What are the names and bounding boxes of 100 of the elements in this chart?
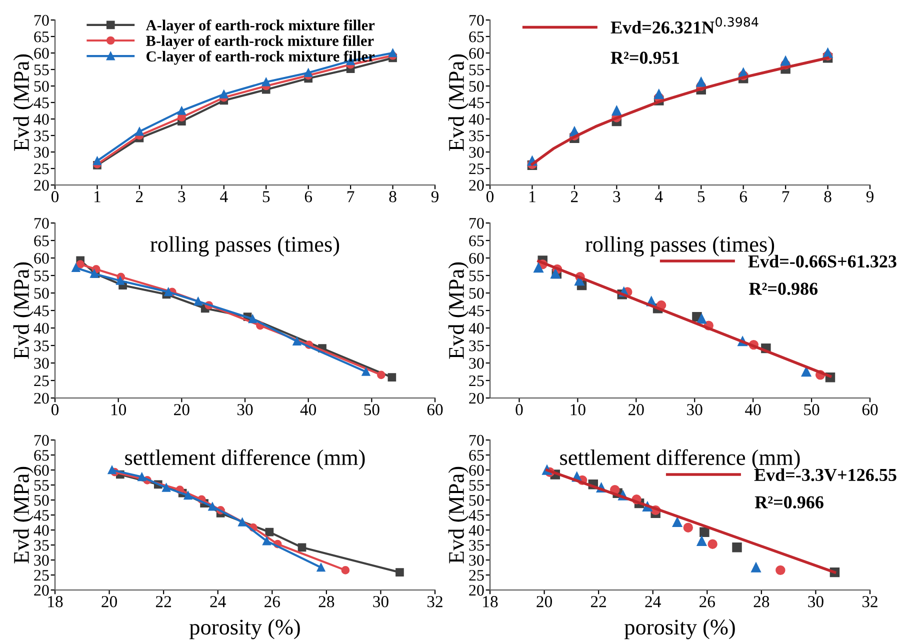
y-tick-label: 45: [468, 510, 484, 521]
x-tick-label: 1: [94, 191, 100, 202]
x-tick-label: 50: [364, 404, 380, 416]
x-axis-title: porosity (%): [624, 619, 735, 640]
legend-label: A-layer of earth-rock mixture filler: [146, 20, 375, 34]
x-tick-label: 0: [51, 191, 59, 202]
y-tick-label: 45: [34, 510, 49, 521]
x-tick-label: 30: [373, 596, 388, 608]
x-tick-label: 3: [178, 191, 186, 202]
y-tick-label: 65: [34, 31, 49, 42]
x-tick-label: 6: [740, 191, 748, 202]
y-axis-title: Evd (MPa): [13, 466, 34, 564]
x-tick-label: 20: [102, 596, 117, 608]
x-tick-label: 2: [136, 191, 143, 202]
y-tick-label: 70: [470, 434, 484, 446]
x-tick-label: 32: [862, 596, 878, 608]
y-tick-label: 65: [34, 235, 49, 246]
x-axis-title: settlement difference (mm): [125, 449, 365, 470]
x-tick-label: 8: [824, 191, 832, 202]
y-tick-label: 25: [34, 375, 49, 386]
x-tick-label: 22: [590, 596, 606, 608]
x-tick-label: 9: [866, 191, 874, 202]
y-tick-label: 45: [34, 98, 49, 108]
x-tick-label: 60: [862, 404, 878, 416]
legend-label: Evd=-0.66S+61.323: [748, 254, 896, 268]
y-tick-label: 35: [34, 540, 49, 551]
y-tick-label: 40: [34, 322, 49, 334]
annotation: R²=0.966: [754, 496, 824, 508]
x-tick-label: 40: [300, 404, 316, 416]
y-tick-label: 60: [469, 464, 484, 476]
x-tick-label: 24: [210, 596, 226, 608]
y-axis-title: Evd (MPa): [13, 262, 34, 359]
y-tick-label: 60: [469, 252, 484, 264]
x-tick-label: 10: [570, 404, 586, 416]
x-tick-label: 0: [51, 404, 59, 416]
x-tick-label: 32: [427, 596, 442, 608]
x-tick-label: 18: [48, 596, 63, 608]
x-axis-title: settlement difference (mm): [560, 449, 800, 470]
y-tick-label: 50: [469, 80, 484, 92]
y-tick-label: 20: [34, 584, 49, 596]
x-tick-label: 0: [516, 404, 523, 416]
x-axis-title: rolling passes (times): [585, 236, 774, 256]
x-tick-label: 20: [536, 596, 552, 608]
y-tick-label: 30: [469, 554, 484, 566]
y-tick-label: 40: [34, 114, 49, 125]
y-tick-label: 60: [34, 252, 49, 264]
x-tick-label: 5: [262, 191, 270, 202]
x-tick-label: 1: [530, 191, 536, 202]
y-tick-label: 20: [34, 180, 49, 191]
y-tick-label: 40: [468, 322, 484, 334]
y-tick-label: 30: [34, 554, 49, 566]
x-tick-label: 4: [655, 191, 663, 202]
y-tick-label: 65: [469, 450, 484, 461]
y-axis-title: Evd (MPa): [13, 54, 34, 151]
y-tick-label: 25: [469, 163, 484, 174]
y-tick-label: 20: [469, 584, 484, 596]
y-axis-title: Evd (MPa): [448, 54, 468, 151]
legend-label: B-layer of earth-rock mixture filler: [146, 35, 374, 50]
x-tick-label: 3: [613, 191, 620, 202]
y-tick-label: 25: [34, 570, 49, 581]
y-tick-label: 65: [469, 235, 484, 246]
x-tick-label: 8: [389, 191, 396, 202]
y-tick-label: 50: [469, 288, 484, 299]
y-tick-label: 20: [34, 392, 49, 404]
x-axis-title: porosity (%): [190, 619, 300, 640]
x-tick-label: 30: [237, 404, 253, 416]
y-tick-label: 40: [468, 114, 484, 125]
x-tick-label: 7: [347, 191, 354, 202]
x-tick-label: 20: [174, 404, 190, 416]
x-tick-label: 7: [782, 191, 790, 202]
y-tick-label: 25: [469, 375, 484, 386]
y-tick-label: 30: [34, 358, 49, 369]
y-tick-label: 50: [34, 288, 49, 299]
x-tick-label: 20: [628, 404, 644, 416]
x-tick-label: 18: [483, 596, 498, 608]
x-tick-label: 24: [645, 596, 661, 608]
legend-label: Evd=26.321N$^{0.3984}$: [610, 17, 758, 34]
y-tick-label: 55: [469, 64, 484, 76]
x-tick-label: 0: [486, 191, 494, 202]
annotation: R²=0.951: [610, 52, 679, 64]
y-tick-label: 55: [469, 480, 484, 491]
x-tick-label: 4: [220, 191, 228, 202]
x-tick-label: 30: [808, 596, 824, 608]
y-tick-label: 35: [469, 540, 484, 551]
y-axis-title: Evd (MPa): [448, 262, 468, 359]
legend-label: Evd=-3.3V+126.55: [754, 468, 896, 482]
y-tick-label: 45: [468, 306, 484, 316]
y-tick-label: 30: [34, 146, 49, 158]
y-tick-label: 70: [470, 14, 484, 26]
y-tick-label: 60: [34, 48, 49, 59]
x-tick-label: 5: [698, 191, 705, 202]
y-tick-label: 65: [34, 450, 49, 461]
x-tick-label: 60: [427, 404, 443, 416]
y-tick-label: 65: [469, 31, 484, 42]
x-tick-label: 28: [318, 596, 334, 608]
y-tick-label: 50: [469, 494, 484, 506]
x-tick-label: 26: [700, 596, 715, 608]
y-tick-label: 35: [469, 340, 484, 352]
y-tick-label: 60: [469, 48, 484, 59]
y-tick-label: 30: [469, 358, 484, 369]
